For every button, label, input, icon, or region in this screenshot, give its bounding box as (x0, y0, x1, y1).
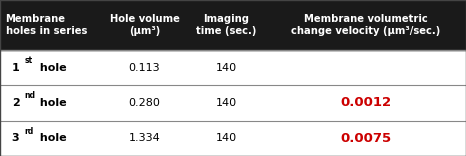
Text: 140: 140 (215, 133, 237, 143)
Text: nd: nd (24, 91, 35, 100)
Bar (0, 85, 466, 121)
Text: Membrane volumetric
change velocity (μm³/sec.): Membrane volumetric change velocity (μm³… (291, 14, 440, 36)
Text: 0.280: 0.280 (129, 98, 160, 108)
Text: 1: 1 (12, 63, 20, 73)
Text: 140: 140 (215, 98, 237, 108)
Text: 140: 140 (215, 63, 237, 73)
Text: hole: hole (36, 98, 67, 108)
Bar (0, 50, 466, 85)
Text: Imaging
time (sec.): Imaging time (sec.) (196, 14, 256, 36)
Text: hole: hole (36, 133, 67, 143)
Text: rd: rd (24, 127, 34, 136)
Text: Hole volume
(μm³): Hole volume (μm³) (110, 14, 179, 36)
Text: 0.0012: 0.0012 (340, 96, 391, 110)
Text: 3: 3 (12, 133, 19, 143)
Text: 2: 2 (12, 98, 20, 108)
Bar (0, 0, 466, 50)
Text: 0.113: 0.113 (129, 63, 160, 73)
Bar (0, 121, 466, 156)
Text: st: st (24, 56, 32, 65)
Text: hole: hole (36, 63, 67, 73)
Text: Membrane
holes in series: Membrane holes in series (6, 14, 87, 36)
Text: 1.334: 1.334 (129, 133, 160, 143)
Text: 0.0075: 0.0075 (340, 132, 391, 145)
